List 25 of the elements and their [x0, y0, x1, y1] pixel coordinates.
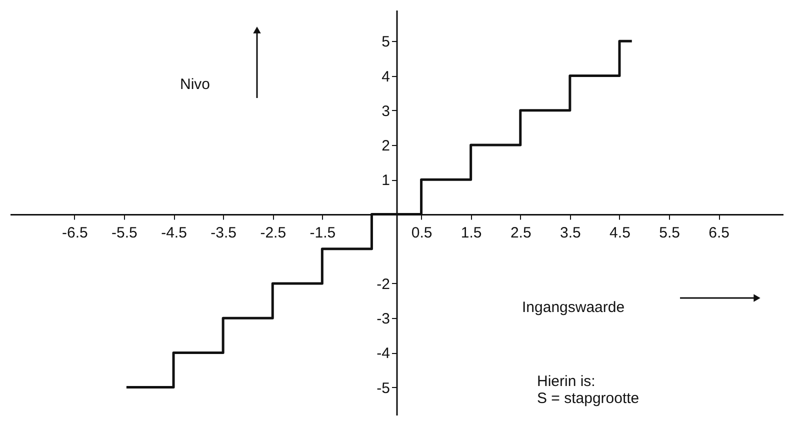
annotation: Hierin is: S = stapgrootte: [537, 373, 640, 407]
y-tick-label: 1: [382, 172, 390, 190]
x-tick-label: 0.5: [411, 224, 432, 242]
y-tick-label: -3: [376, 310, 390, 328]
x-tick-label: 1.5: [460, 224, 482, 242]
x-tick-label: 6.5: [708, 224, 730, 242]
y-tick-label: 2: [382, 138, 390, 154]
y-tick-label: 3: [382, 102, 390, 120]
y-tick-label: 4: [382, 68, 390, 86]
x-tick-label: 2.5: [510, 224, 532, 242]
y-axis-title: Nivo: [180, 76, 210, 93]
x-tick-label: -2.5: [260, 224, 286, 242]
x-tick-label: -6.5: [62, 224, 88, 242]
x-tick-label: -4.5: [161, 224, 187, 242]
x-axis-title: Ingangswaarde: [522, 299, 625, 316]
x-tick-label: 5.5: [659, 224, 680, 242]
y-tick-label: 5: [382, 34, 390, 51]
y-tick-label: -2: [376, 276, 390, 293]
x-tick-label: -5.5: [112, 224, 138, 242]
x-tick-label: 3.5: [560, 224, 581, 242]
x-tick-label: 4.5: [610, 224, 630, 242]
y-tick-label: -5: [376, 380, 390, 397]
y-tick-label: -4: [376, 345, 390, 362]
x-tick-label: -1.5: [310, 224, 336, 242]
x-tick-label: -3.5: [210, 224, 236, 242]
